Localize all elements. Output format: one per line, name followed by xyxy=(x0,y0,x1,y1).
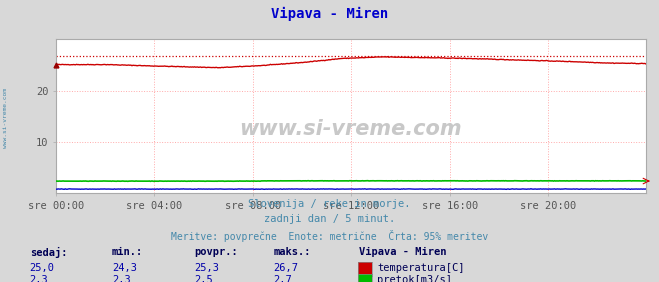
Text: 2,7: 2,7 xyxy=(273,275,292,282)
Text: 25,3: 25,3 xyxy=(194,263,219,273)
Text: sedaj:: sedaj: xyxy=(30,247,67,258)
Text: 26,7: 26,7 xyxy=(273,263,299,273)
Text: povpr.:: povpr.: xyxy=(194,247,238,257)
Text: Vipava - Miren: Vipava - Miren xyxy=(271,7,388,21)
Text: 25,0: 25,0 xyxy=(30,263,55,273)
Text: 2,3: 2,3 xyxy=(30,275,48,282)
Text: 2,5: 2,5 xyxy=(194,275,213,282)
Text: 2,3: 2,3 xyxy=(112,275,130,282)
Text: 24,3: 24,3 xyxy=(112,263,137,273)
Text: www.si-vreme.com: www.si-vreme.com xyxy=(240,119,462,139)
Text: Vipava - Miren: Vipava - Miren xyxy=(359,247,447,257)
Text: min.:: min.: xyxy=(112,247,143,257)
Text: Meritve: povprečne  Enote: metrične  Črta: 95% meritev: Meritve: povprečne Enote: metrične Črta:… xyxy=(171,230,488,242)
Text: www.si-vreme.com: www.si-vreme.com xyxy=(3,89,8,148)
Text: pretok[m3/s]: pretok[m3/s] xyxy=(377,275,452,282)
Text: zadnji dan / 5 minut.: zadnji dan / 5 minut. xyxy=(264,214,395,224)
Text: temperatura[C]: temperatura[C] xyxy=(377,263,465,273)
Text: Slovenija / reke in morje.: Slovenija / reke in morje. xyxy=(248,199,411,209)
Text: maks.:: maks.: xyxy=(273,247,311,257)
